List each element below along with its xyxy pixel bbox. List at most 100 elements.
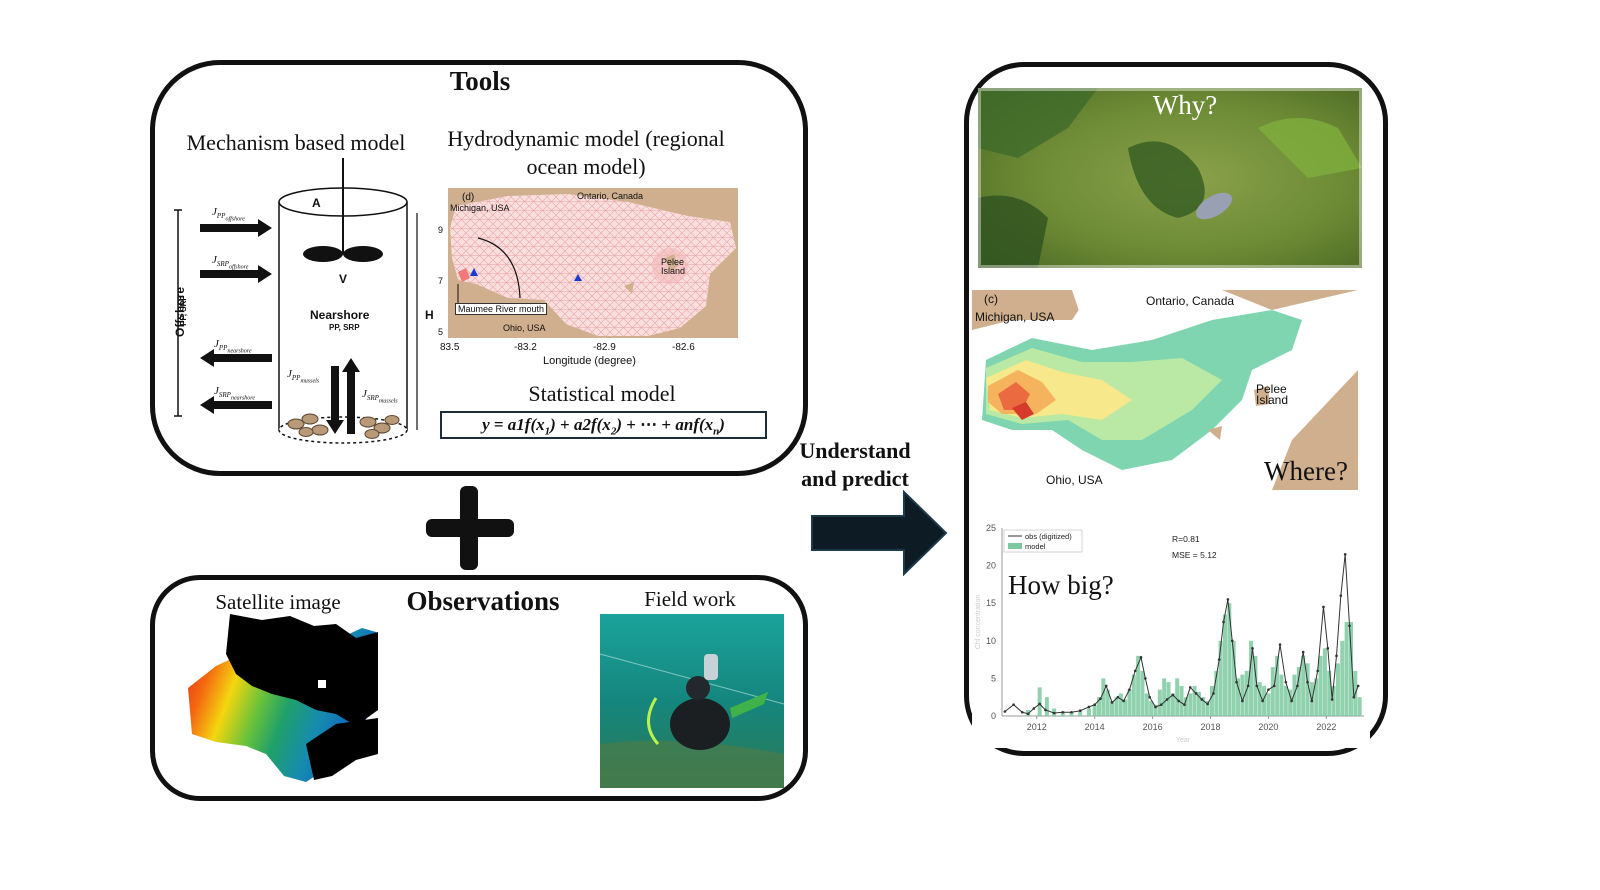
- chart-point-obs: [1172, 694, 1175, 697]
- how-big-label: How big?: [1008, 570, 1128, 601]
- chart-point-obs: [1344, 553, 1347, 556]
- hydro-ytick: 5: [438, 328, 443, 337]
- chart-point-obs: [1189, 686, 1192, 689]
- label-h: H: [425, 308, 434, 322]
- hydro-xtick: -82.6: [672, 342, 695, 353]
- chart-point-obs: [1335, 655, 1338, 658]
- chart-bar-model: [1236, 678, 1240, 716]
- hydro-ytick: 7: [438, 277, 443, 328]
- chart-point-obs: [1183, 703, 1186, 706]
- right-arrow-icon: [810, 490, 950, 576]
- chart-point-obs: [1088, 706, 1091, 709]
- chart-point-obs: [1251, 647, 1254, 650]
- chart-point-obs: [1331, 698, 1334, 701]
- chart-point-obs: [1004, 710, 1007, 713]
- chart-point-obs: [1033, 707, 1036, 710]
- where-label-pelee: Pelee Island: [1256, 384, 1288, 406]
- arrow-label-line1: Understand: [790, 438, 920, 464]
- chart-point-obs: [1093, 703, 1096, 706]
- chart-point-obs: [1218, 658, 1221, 661]
- chart-bar-model: [1323, 648, 1327, 716]
- hydro-xlabel: Longitude (degree): [543, 355, 636, 367]
- tools-title: Tools: [430, 66, 530, 97]
- where-label-ohio: Ohio, USA: [1046, 473, 1103, 487]
- chart-bar-model: [1175, 678, 1179, 716]
- hydro-label-pelee: Pelee Island: [661, 258, 685, 276]
- chart-point-obs: [1212, 692, 1215, 695]
- label-offshore-sub: PP, SRP: [179, 295, 188, 326]
- where-label-michigan: Michigan, USA: [975, 310, 1054, 324]
- chart-x-label: Year: [1176, 737, 1191, 744]
- chart-point-obs: [1062, 711, 1065, 714]
- label-v: V: [339, 272, 347, 286]
- hydro-label-ontario: Ontario, Canada: [577, 191, 643, 201]
- hydro-panel-label: (d): [462, 192, 474, 203]
- chart-point-obs: [1021, 711, 1024, 714]
- chart-annotation-r: R=0.81: [1172, 534, 1200, 544]
- satellite-image: [186, 614, 380, 786]
- chart-point-obs: [1256, 685, 1259, 688]
- chart-x-tick-label: 2020: [1258, 722, 1278, 732]
- chart-bar-model: [1162, 678, 1166, 716]
- chart-point-obs: [1267, 688, 1270, 691]
- chart-point-obs: [1201, 698, 1204, 701]
- chart-point-obs: [1261, 700, 1264, 703]
- chart-bar-model: [1266, 693, 1270, 716]
- chart-point-obs: [1241, 700, 1244, 703]
- flux-srp-mussels-label: JSRPmussels: [362, 388, 398, 405]
- mechanism-model-diagram: [160, 158, 425, 453]
- diver-body: [670, 698, 730, 750]
- chart-point-obs: [1099, 697, 1102, 700]
- chart-x-tick-label: 2014: [1085, 722, 1105, 732]
- chart-point-obs: [1296, 685, 1299, 688]
- flux-srp-nearshore-label: JSRPnearshore: [214, 385, 255, 402]
- chart-bar-model: [1127, 690, 1131, 716]
- hydro-model-title-line1: Hydrodynamic model (regional: [430, 126, 742, 152]
- chart-point-obs: [1273, 685, 1276, 688]
- chart-point-obs: [1357, 685, 1360, 688]
- chart-point-obs: [1227, 598, 1230, 601]
- chart-point-obs: [1117, 696, 1120, 699]
- chart-point-obs: [1306, 681, 1309, 684]
- chart-y-tick-label: 20: [986, 561, 996, 571]
- where-label-ontario: Ontario, Canada: [1146, 294, 1234, 308]
- chart-x-tick-label: 2012: [1027, 722, 1047, 732]
- chart-point-obs: [1327, 647, 1330, 650]
- chart-bar-model: [1093, 705, 1097, 716]
- chart-bar-model: [1145, 693, 1149, 716]
- chart-x-tick-label: 2022: [1316, 722, 1336, 732]
- chart-point-obs: [1105, 685, 1108, 688]
- hydro-model-title-line2: ocean model): [430, 154, 742, 180]
- chart-point-obs: [1195, 692, 1198, 695]
- chart-bar-model: [1188, 693, 1192, 716]
- chart-point-obs: [1340, 594, 1343, 597]
- chart-y-tick-label: 15: [986, 598, 996, 608]
- chart-y-tick-label: 25: [986, 523, 996, 533]
- hydro-xtick: -83.2: [514, 342, 537, 353]
- chart-bar-model: [1332, 686, 1336, 716]
- flux-pp-mussels-label: JPPmussels: [287, 368, 319, 385]
- flux-srp-offshore-label: JSRPoffshore: [212, 254, 248, 271]
- chart-point-obs: [1027, 712, 1030, 715]
- chart-y-tick-label: 5: [991, 673, 996, 683]
- chart-point-obs: [1302, 651, 1305, 654]
- arrow-label-line2: and predict: [790, 466, 920, 492]
- chart-point-obs: [1285, 681, 1288, 684]
- chart-point-obs: [1012, 703, 1015, 706]
- chart-point-obs: [1134, 670, 1137, 673]
- chart-bar-model: [1297, 667, 1301, 716]
- statistical-formula-box: y = a1f(x1) + a2f(x2) + ⋯ + anf(xn): [440, 411, 767, 439]
- chart-annotation-mse: MSE = 5.12: [1172, 550, 1217, 560]
- chart-point-obs: [1166, 698, 1169, 701]
- chart-bar-model: [1038, 687, 1042, 716]
- chart-bar-model: [1258, 682, 1262, 716]
- flux-pp-nearshore-label: JPPnearshore: [214, 338, 252, 355]
- chart-point-obs: [1231, 640, 1234, 643]
- chart-bar-model: [1087, 708, 1091, 716]
- chart-point-obs: [1079, 709, 1082, 712]
- chart-bar-model: [1210, 686, 1214, 716]
- chart-point-obs: [1053, 712, 1056, 715]
- stirrer-blade-left: [303, 246, 343, 262]
- chart-point-obs: [1044, 709, 1047, 712]
- chart-legend-obs-label: obs (digitized): [1025, 532, 1072, 541]
